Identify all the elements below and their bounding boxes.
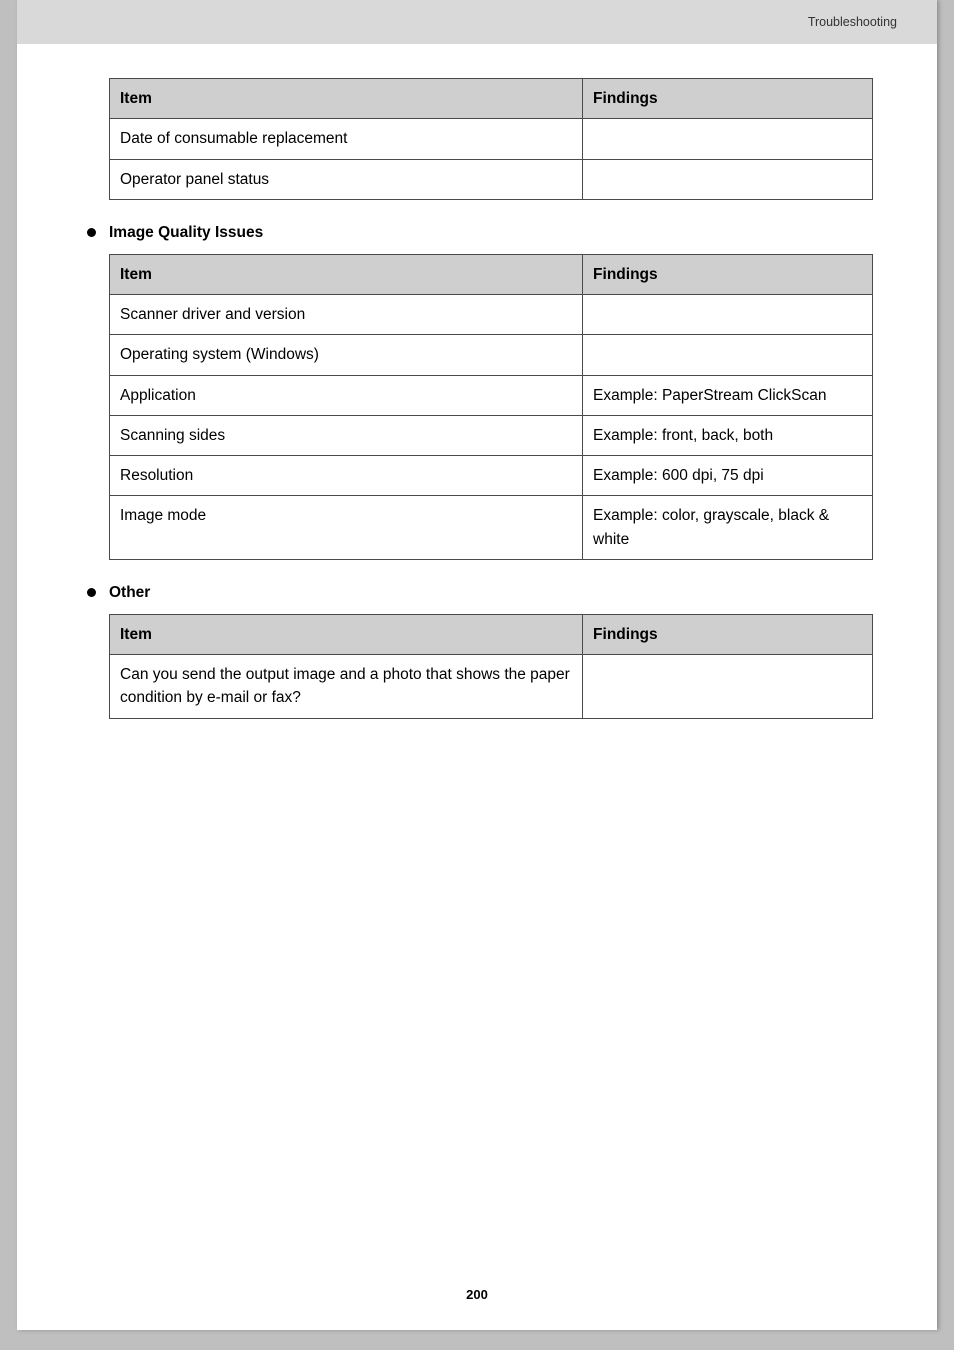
table-row: Scanning sides Example: front, back, bot… xyxy=(110,415,873,455)
table-row: Item Findings xyxy=(110,614,873,654)
cell-findings: Example: color, grayscale, black & white xyxy=(583,496,873,560)
section-title: Other xyxy=(109,584,150,602)
table-row: Image mode Example: color, grayscale, bl… xyxy=(110,496,873,560)
table-status: Item Findings Date of consumable replace… xyxy=(109,78,873,200)
table-row: Operator panel status xyxy=(110,159,873,199)
cell-item: Scanning sides xyxy=(110,415,583,455)
cell-findings xyxy=(583,159,873,199)
page-number: 200 xyxy=(17,1287,937,1302)
cell-findings xyxy=(583,335,873,375)
cell-findings xyxy=(583,119,873,159)
table-image-quality: Item Findings Scanner driver and version… xyxy=(109,254,873,560)
table-row: Resolution Example: 600 dpi, 75 dpi xyxy=(110,456,873,496)
cell-item: Operating system (Windows) xyxy=(110,335,583,375)
cell-item: Can you send the output image and a phot… xyxy=(110,655,583,719)
table-other: Item Findings Can you send the output im… xyxy=(109,614,873,719)
breadcrumb: Troubleshooting xyxy=(808,15,897,29)
cell-findings: Example: 600 dpi, 75 dpi xyxy=(583,456,873,496)
bullet-icon xyxy=(87,588,96,597)
bullet-icon xyxy=(87,228,96,237)
section-heading-image-quality: Image Quality Issues xyxy=(87,224,873,242)
table-row: Scanner driver and version xyxy=(110,295,873,335)
section-heading-other: Other xyxy=(87,584,873,602)
col-header-item: Item xyxy=(110,79,583,119)
page: Troubleshooting Item Findings Date of co… xyxy=(17,0,937,1330)
cell-findings xyxy=(583,655,873,719)
table-row: Operating system (Windows) xyxy=(110,335,873,375)
cell-findings: Example: front, back, both xyxy=(583,415,873,455)
table-row: Application Example: PaperStream ClickSc… xyxy=(110,375,873,415)
col-header-findings: Findings xyxy=(583,79,873,119)
cell-item: Application xyxy=(110,375,583,415)
cell-item: Operator panel status xyxy=(110,159,583,199)
col-header-item: Item xyxy=(110,254,583,294)
cell-findings: Example: PaperStream ClickScan xyxy=(583,375,873,415)
cell-item: Date of consumable replacement xyxy=(110,119,583,159)
table-row: Date of consumable replacement xyxy=(110,119,873,159)
section-title: Image Quality Issues xyxy=(109,224,263,242)
cell-findings xyxy=(583,295,873,335)
col-header-item: Item xyxy=(110,614,583,654)
content-area: Item Findings Date of consumable replace… xyxy=(17,44,937,719)
cell-item: Scanner driver and version xyxy=(110,295,583,335)
header-bar: Troubleshooting xyxy=(17,0,937,44)
col-header-findings: Findings xyxy=(583,254,873,294)
table-row: Item Findings xyxy=(110,79,873,119)
table-row: Item Findings xyxy=(110,254,873,294)
cell-item: Image mode xyxy=(110,496,583,560)
cell-item: Resolution xyxy=(110,456,583,496)
col-header-findings: Findings xyxy=(583,614,873,654)
table-row: Can you send the output image and a phot… xyxy=(110,655,873,719)
